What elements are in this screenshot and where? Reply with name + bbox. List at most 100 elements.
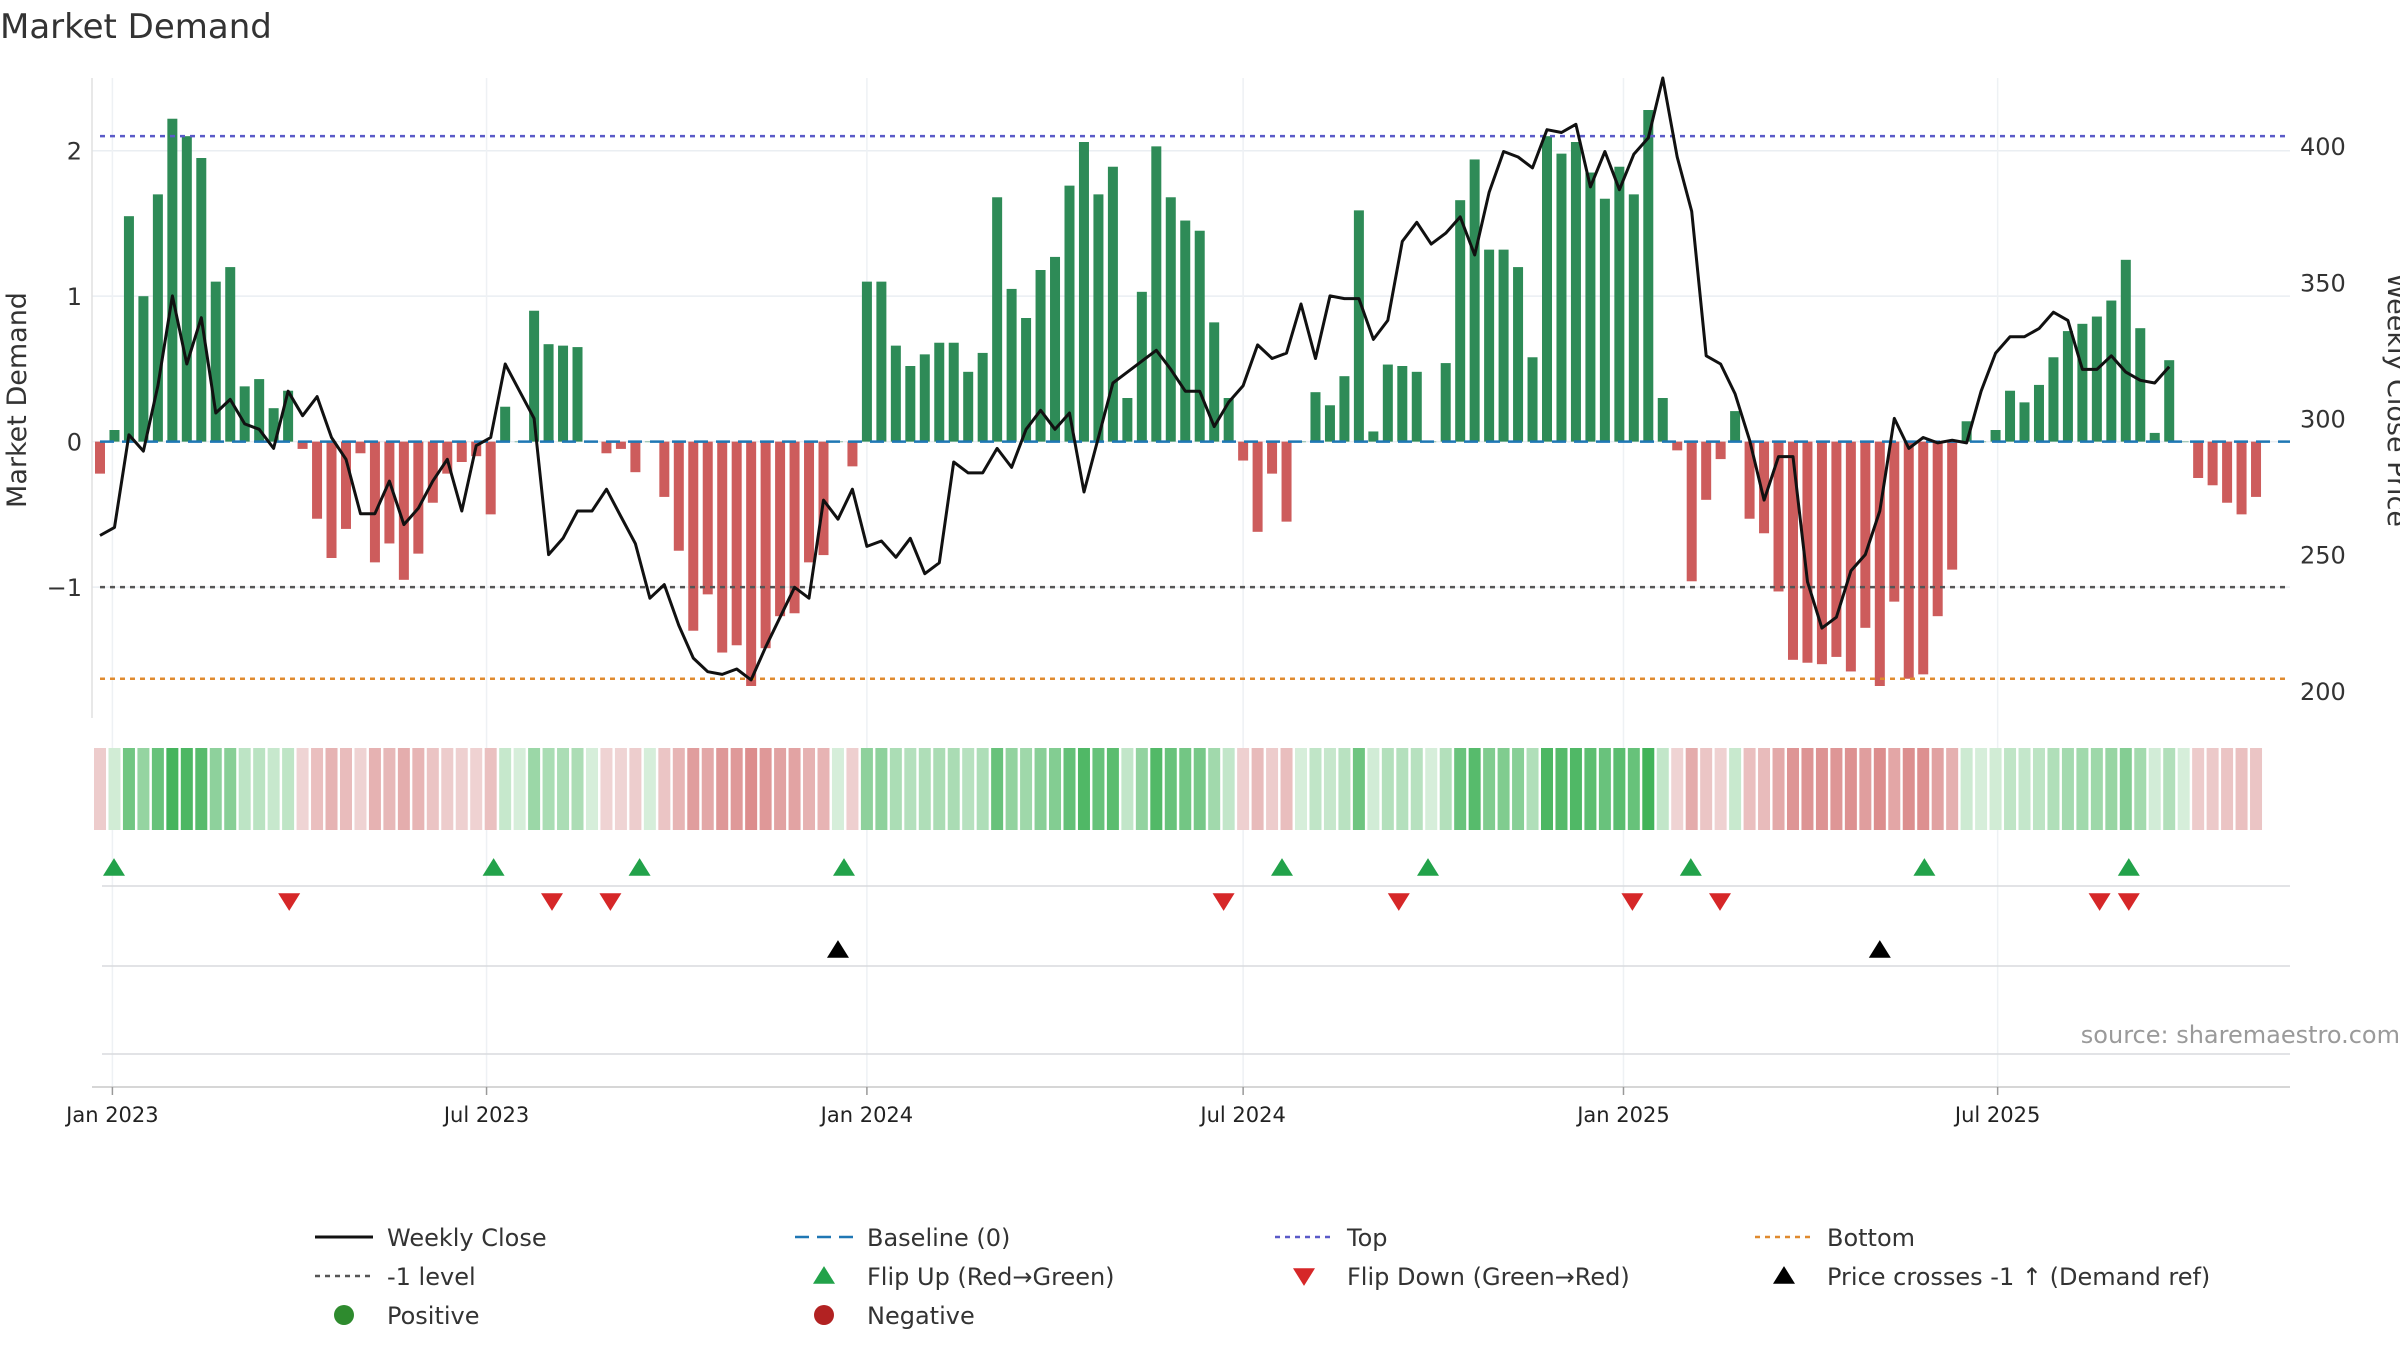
demand-bar-positive	[109, 430, 120, 442]
heat-cell	[1526, 748, 1539, 830]
demand-bar-positive	[1498, 249, 1509, 442]
demand-bar-negative	[1874, 441, 1885, 686]
heat-cell	[600, 748, 613, 830]
demand-bar-negative	[746, 441, 757, 686]
demand-bar-negative	[1918, 441, 1929, 675]
heat-cell	[180, 748, 193, 830]
demand-bar-positive	[876, 281, 887, 442]
demand-bar-positive	[1165, 197, 1176, 442]
demand-bar-positive	[2048, 357, 2059, 442]
demand-bar-positive	[1339, 376, 1350, 442]
heat-cell	[542, 748, 555, 830]
heat-cell	[94, 748, 106, 830]
legend-label: Negative	[867, 1302, 975, 1330]
demand-bar-positive	[919, 354, 930, 442]
heat-cell	[745, 748, 758, 830]
heat-cell	[1859, 748, 1872, 830]
heat-cell	[1280, 748, 1293, 830]
demand-bar-positive	[1961, 421, 1972, 442]
heat-cell	[412, 748, 425, 830]
heat-cell	[238, 748, 251, 830]
heat-cell	[1830, 748, 1843, 830]
heat-cell	[151, 748, 164, 830]
reference-lines	[100, 134, 2290, 680]
legend-item: -1 level	[315, 1263, 476, 1291]
source-note: source: sharemaestro.com	[2081, 1021, 2400, 1049]
demand-bar-positive	[2149, 432, 2160, 442]
demand-heat-strip	[94, 748, 2263, 830]
demand-bar-negative	[717, 441, 728, 653]
heat-cell	[730, 748, 743, 830]
heat-cell	[499, 748, 512, 830]
demand-bar-positive	[210, 281, 221, 442]
demand-bar-negative	[1816, 441, 1827, 665]
flip-up-marker	[1271, 858, 1293, 876]
heat-cell	[1020, 748, 1033, 830]
demand-bar-positive	[1585, 172, 1596, 442]
y-axis-label-left: Market Demand	[2, 292, 33, 508]
heat-cell	[1222, 748, 1235, 830]
heat-cell	[1627, 748, 1640, 830]
demand-bar-positive	[1484, 249, 1495, 442]
demand-bar-positive	[905, 366, 916, 442]
weekly-close-line	[99, 76, 2171, 682]
heat-cell	[904, 748, 917, 830]
demand-bar-positive	[1324, 405, 1335, 442]
legend-symbol-circle	[814, 1305, 834, 1325]
heat-cell	[1251, 748, 1264, 830]
heat-cell	[1309, 748, 1322, 830]
demand-bar-negative	[1860, 441, 1871, 628]
demand-bar-negative	[326, 441, 337, 558]
demand-bar-positive	[254, 379, 265, 442]
heat-cell	[455, 748, 468, 830]
demand-bar-positive	[1599, 198, 1610, 442]
y-axis-label-right: Weekly Close Price	[2381, 273, 2400, 527]
heat-cell	[2250, 748, 2263, 830]
legend-label: Price crosses -1 ↑ (Demand ref)	[1827, 1263, 2210, 1291]
heat-cell	[426, 748, 439, 830]
demand-bar-negative	[1686, 441, 1697, 582]
heat-cell	[701, 748, 714, 830]
heat-cell	[1801, 748, 1814, 830]
demand-bar-positive	[225, 267, 236, 442]
heat-cell	[1786, 748, 1799, 830]
x-tick-label: Jul 2023	[442, 1103, 529, 1127]
heat-cell	[1685, 748, 1698, 830]
demand-bar-negative	[384, 441, 395, 544]
demand-bar-negative	[312, 441, 323, 519]
demand-bar-positive	[1440, 363, 1451, 442]
legend: Weekly Close Baseline (0) Top Bottom -1 leve…	[315, 1224, 2210, 1330]
heat-cell	[889, 748, 902, 830]
legend-label: Bottom	[1827, 1224, 1915, 1252]
heat-cell	[1208, 748, 1221, 830]
heat-cell	[2076, 748, 2089, 830]
demand-bar-positive	[268, 408, 279, 442]
heat-cell	[803, 748, 816, 830]
heat-cell	[2032, 748, 2045, 830]
y-tick-label-right: 400	[2300, 133, 2346, 161]
heat-cell	[1989, 748, 2002, 830]
heat-cell	[991, 748, 1004, 830]
heat-cell	[1092, 748, 1105, 830]
heat-cell	[1960, 748, 1973, 830]
heat-cell	[1758, 748, 1771, 830]
demand-bar-positive	[1136, 291, 1147, 442]
flip-down-marker	[1212, 893, 1235, 911]
flip-down-marker	[1621, 893, 1644, 911]
legend-symbol-triangle-down	[1293, 1268, 1315, 1286]
heat-cell	[1975, 748, 1988, 830]
demand-bar-negative	[615, 441, 626, 449]
legend-label: Positive	[387, 1302, 480, 1330]
heat-cell	[557, 748, 570, 830]
price-line-layer	[99, 76, 2171, 682]
heat-cell	[339, 748, 352, 830]
demand-bar-negative	[804, 441, 815, 563]
demand-bar-negative	[427, 441, 438, 503]
price-cross-marker	[826, 940, 849, 958]
heat-cell	[1931, 748, 1944, 830]
demand-bar-positive	[2106, 300, 2117, 442]
y-tick-label-left: 0	[67, 429, 82, 457]
heat-cell	[2119, 748, 2132, 830]
heat-cell	[1439, 748, 1452, 830]
flip-up-marker	[628, 858, 651, 876]
